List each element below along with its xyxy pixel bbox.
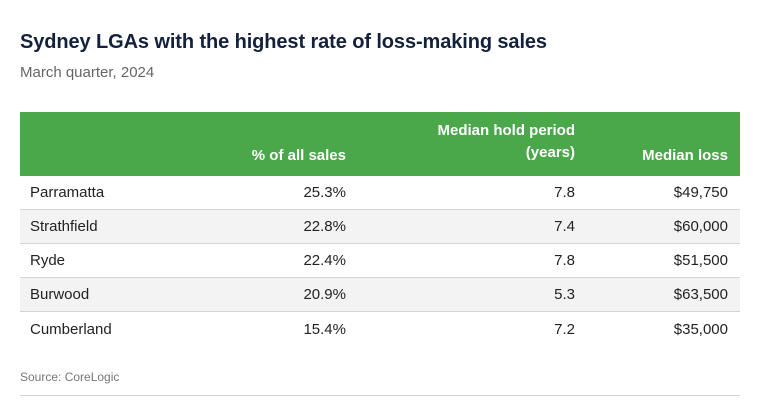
cell-lga: Ryde xyxy=(30,252,66,269)
header-hold-period-line1: Median hold period xyxy=(437,122,576,139)
chart-title: Sydney LGAs with the highest rate of los… xyxy=(20,31,547,53)
cell-lga: Parramatta xyxy=(30,184,105,201)
cell-lga: Cumberland xyxy=(30,320,112,338)
cell-pct: 22.8% xyxy=(303,218,346,235)
table-row: Parramatta 25.3% 7.8 $49,750 xyxy=(20,176,740,210)
cell-loss: $49,750 xyxy=(673,184,728,201)
cell-lga: Burwood xyxy=(30,286,90,303)
bottom-divider xyxy=(20,395,740,396)
cell-pct: 20.9% xyxy=(303,286,346,303)
table-row: Ryde 22.4% 7.8 $51,500 xyxy=(20,244,740,278)
cell-pct: 22.4% xyxy=(303,252,346,269)
cell-loss: $35,000 xyxy=(673,320,728,338)
table-row: Burwood 20.9% 5.3 $63,500 xyxy=(20,278,740,312)
cell-hold: 7.4 xyxy=(554,218,575,235)
chart-subtitle: March quarter, 2024 xyxy=(20,64,155,81)
table-row: Strathfield 22.8% 7.4 $60,000 xyxy=(20,210,740,244)
table-header: % of all sales Median hold period (years… xyxy=(20,112,740,176)
cell-loss: $60,000 xyxy=(673,218,728,235)
cell-hold: 5.3 xyxy=(554,286,575,303)
header-hold-period: Median hold period (years) xyxy=(346,120,576,164)
source-note: Source: CoreLogic xyxy=(20,370,120,384)
cell-pct: 25.3% xyxy=(303,184,346,201)
cell-hold: 7.8 xyxy=(554,252,575,269)
cell-loss: $63,500 xyxy=(673,286,728,303)
data-table: % of all sales Median hold period (years… xyxy=(20,112,740,346)
header-median-loss: Median loss xyxy=(642,147,728,164)
header-pct-sales: % of all sales xyxy=(251,147,346,164)
cell-loss: $51,500 xyxy=(673,252,728,269)
header-hold-period-line2: (years) xyxy=(525,144,575,161)
table-row: Cumberland 15.4% 7.2 $35,000 xyxy=(20,312,740,346)
cell-hold: 7.2 xyxy=(554,320,575,338)
cell-pct: 15.4% xyxy=(303,320,346,338)
cell-hold: 7.8 xyxy=(554,184,575,201)
cell-lga: Strathfield xyxy=(30,218,98,235)
